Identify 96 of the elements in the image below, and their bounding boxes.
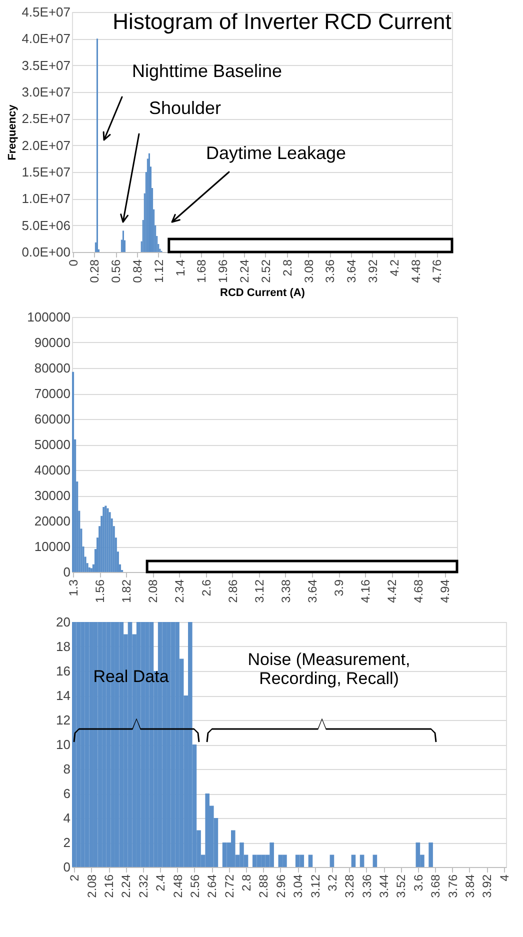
x-tick-label: 2.8 — [280, 259, 294, 276]
y-tick-label: 4 — [63, 810, 70, 826]
annotation: Shoulder — [148, 98, 222, 118]
x-tick-label: 3.28 — [342, 874, 357, 898]
x-tick-label: 3.9 — [332, 579, 346, 596]
x-tick-label: 2.72 — [222, 874, 236, 898]
y-tick-label: 0 — [63, 564, 70, 580]
y-tick-label: 60000 — [34, 412, 70, 426]
x-tick-label: 1.96 — [216, 259, 230, 283]
x-tick-label: 3.92 — [366, 259, 380, 283]
x-tick-label: 4.16 — [358, 579, 373, 603]
x-tick-label: 3.6 — [411, 874, 426, 892]
x-tick-label: 4 — [497, 874, 512, 882]
x-axis-title: RCD Current (A) — [220, 286, 306, 299]
annotation: Noise (Measurement, Recording, Recall) — [248, 650, 410, 688]
x-tick-label: 4.42 — [385, 579, 400, 603]
x-tick-label: 3.08 — [302, 259, 316, 283]
x-tick-label: 2.08 — [84, 874, 99, 898]
y-axis-title: Frequency — [6, 104, 19, 160]
y-tick-label: 4.0E+07 — [22, 31, 70, 46]
y-tick-label: 18 — [56, 639, 70, 654]
x-tick-label: 3.64 — [344, 259, 359, 283]
y-tick-label: 100000 — [27, 310, 70, 324]
x-tick-label: 3.2 — [325, 874, 340, 892]
x-tick-label: 2.08 — [146, 579, 160, 603]
x-tick-label: 4.76 — [430, 259, 444, 283]
x-tick-label: 2.52 — [258, 259, 273, 283]
chart-title: Histogram of Inverter RCD Current — [112, 9, 452, 34]
x-tick-label: 4.48 — [408, 259, 423, 283]
x-tick-label: 4.2 — [387, 259, 402, 276]
y-tick-label: 3.0E+07 — [22, 84, 70, 100]
y-tick-label: 20 — [56, 614, 70, 630]
x-tick-label: 2.88 — [256, 874, 271, 898]
y-tick-label: 6 — [63, 786, 70, 801]
y-tick-label: 90000 — [34, 335, 70, 350]
x-tick-label: 2.48 — [170, 874, 185, 898]
x-tick-label: 4.68 — [412, 579, 426, 603]
x-tick-label: 3.12 — [308, 874, 322, 898]
x-tick-label: 0.56 — [109, 259, 124, 283]
y-tick-label: 14 — [56, 688, 70, 703]
x-tick-label: 3.68 — [428, 874, 443, 898]
y-tick-label: 10 — [56, 737, 70, 752]
x-tick-label: 2.96 — [274, 874, 288, 898]
y-tick-label: 50000 — [34, 437, 70, 452]
x-tick-label: 2.32 — [136, 874, 150, 898]
x-tick-label: 3.04 — [291, 874, 306, 898]
x-tick-label: 1.12 — [152, 259, 166, 283]
y-tick-label: 40000 — [34, 462, 70, 478]
x-tick-label: 1.56 — [93, 579, 108, 603]
y-tick-label: 70000 — [34, 386, 70, 401]
y-tick-label: 1.5E+07 — [22, 164, 70, 180]
x-tick-label: 3.76 — [446, 874, 460, 898]
x-tick-label: 2.24 — [238, 259, 252, 283]
x-tick-label: 2.6 — [199, 579, 214, 596]
y-tick-label: 80000 — [34, 360, 70, 376]
x-tick-label: 0.28 — [88, 259, 102, 283]
y-tick-label: 5.0E+06 — [22, 218, 70, 233]
x-tick-label: 1.3 — [66, 579, 81, 596]
y-tick-label: 0.0E+00 — [22, 244, 70, 260]
x-tick-label: 3.36 — [323, 259, 338, 283]
y-tick-label: 1.0E+07 — [22, 191, 70, 206]
y-tick-label: 8 — [63, 762, 70, 776]
x-tick-label: 2.86 — [226, 579, 240, 603]
y-tick-label: 2.0E+07 — [22, 138, 70, 153]
y-tick-label: 10000 — [34, 539, 70, 554]
y-tick-label: 2 — [63, 835, 70, 850]
x-tick-label: 3.52 — [394, 874, 408, 898]
y-tick-label: 12 — [56, 712, 70, 728]
x-tick-label: 3.36 — [360, 874, 374, 898]
x-tick-label: 2.56 — [188, 874, 202, 898]
y-tick-label: 20000 — [34, 514, 70, 528]
x-tick-label: 3.92 — [480, 874, 494, 898]
x-tick-label: 1.68 — [194, 259, 209, 283]
x-tick-label: 1.4 — [173, 259, 188, 276]
y-tick-label: 30000 — [34, 488, 70, 503]
x-tick-label: 3.38 — [278, 579, 293, 603]
x-tick-label: 1.82 — [120, 579, 134, 603]
x-tick-label: 2.8 — [240, 874, 254, 892]
x-tick-label: 2.34 — [172, 579, 187, 603]
y-tick-label: 4.5E+07 — [22, 4, 70, 20]
x-tick-label: 2.64 — [205, 874, 220, 898]
x-tick-label: 2.24 — [119, 874, 134, 898]
y-tick-label: 16 — [56, 664, 70, 678]
x-tick-label: 3.44 — [377, 874, 392, 898]
x-tick-label: 2.4 — [154, 874, 168, 892]
y-tick-label: 2.5E+07 — [22, 111, 70, 126]
x-tick-label: 4.94 — [438, 579, 452, 603]
x-tick-label: 3.12 — [252, 579, 266, 603]
annotation: Nighttime Baseline — [132, 61, 282, 81]
x-tick-label: 3.64 — [305, 579, 320, 603]
x-tick-label: 3.84 — [462, 874, 477, 898]
y-tick-label: 3.5E+07 — [22, 58, 70, 73]
annotation: Daytime Leakage — [206, 143, 346, 163]
x-tick-label: 2.16 — [102, 874, 116, 898]
annotation: Real Data — [93, 667, 170, 686]
x-tick-label: 0.84 — [130, 259, 144, 283]
